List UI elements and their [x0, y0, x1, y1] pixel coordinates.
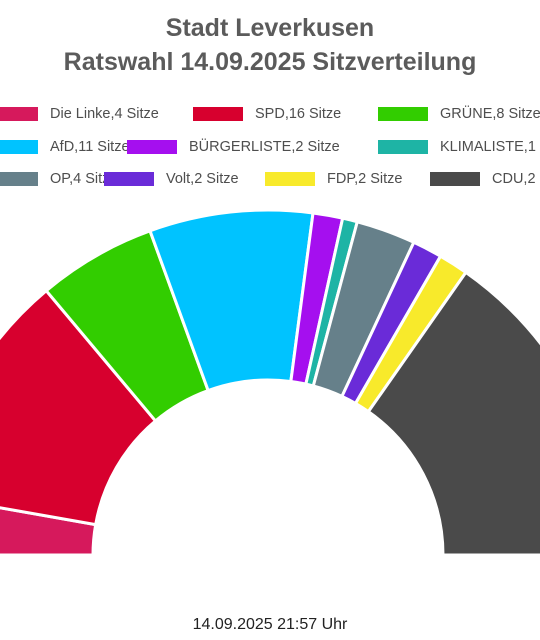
legend-label: Die Linke,4 Sitze	[50, 106, 159, 122]
legend-label: SPD,16 Sitze	[255, 106, 342, 122]
legend-swatch	[0, 107, 38, 121]
legend-label: BÜRGERLISTE,2 Sitze	[189, 139, 340, 155]
legend-item: OP,4 Sitze	[0, 169, 117, 189]
legend-swatch	[127, 140, 177, 154]
legend-swatch	[193, 107, 243, 121]
chart-title-line1: Stadt Leverkusen	[165, 14, 375, 42]
legend-item: BÜRGERLISTE,2 Sitze	[127, 137, 340, 157]
legend-swatch	[0, 140, 38, 154]
legend-item: CDU,2	[430, 169, 536, 189]
legend-item: Die Linke,4 Sitze	[0, 104, 159, 124]
legend-label: Volt,2 Sitze	[166, 171, 239, 187]
legend-item: FDP,2 Sitze	[265, 169, 403, 189]
seat-segment	[366, 270, 540, 557]
legend-swatch	[104, 172, 154, 186]
timestamp: 14.09.2025 21:57 Uhr	[192, 616, 348, 633]
chart-legend: Die Linke,4 Sitze SPD,16 Sitze GRÜNE,8 Sit…	[0, 0, 540, 200]
legend-swatch	[378, 140, 428, 154]
legend-swatch	[265, 172, 315, 186]
legend-label: FDP,2 Sitze	[327, 171, 403, 187]
legend-item: Volt,2 Sitze	[104, 169, 239, 189]
legend-item: SPD,16 Sitze	[193, 104, 341, 124]
legend-item: KLIMALISTE,1 Sitz	[378, 137, 540, 157]
legend-item: AfD,11 Sitze	[0, 137, 130, 157]
legend-label: OP,4 Sitze	[50, 171, 118, 187]
legend-swatch	[0, 172, 38, 186]
legend-label: KLIMALISTE,1 Sitz	[440, 139, 540, 155]
seat-distribution-chart	[0, 208, 540, 557]
legend-label: CDU,2	[492, 171, 536, 187]
chart-title-line2: Ratswahl 14.09.2025 Sitzverteilung	[63, 48, 477, 76]
legend-item: GRÜNE,8 Sitze	[378, 104, 540, 124]
legend-swatch	[430, 172, 480, 186]
legend-label: GRÜNE,8 Sitze	[440, 106, 540, 122]
legend-label: AfD,11 Sitze	[50, 139, 130, 155]
legend-swatch	[378, 107, 428, 121]
